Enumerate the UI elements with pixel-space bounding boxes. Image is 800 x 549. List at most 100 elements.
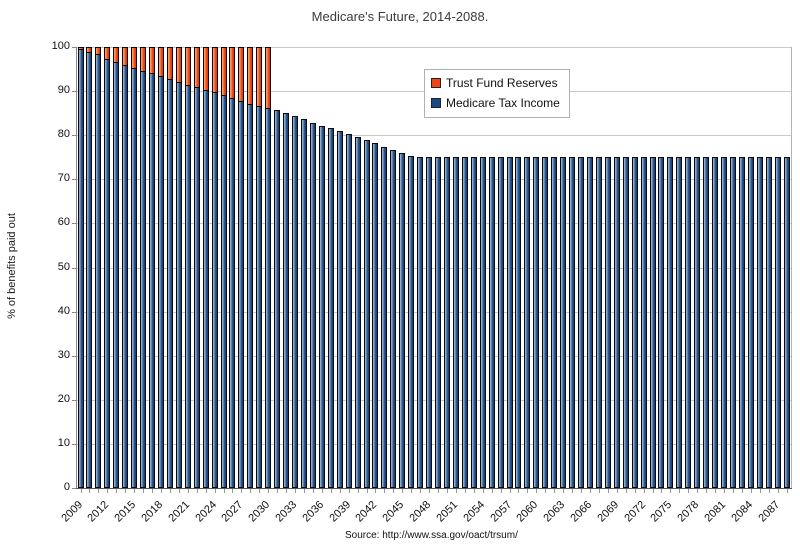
bar-segment-trust-fund-reserves: [211, 47, 218, 94]
bar-2060: [533, 157, 540, 488]
bar-2077: [685, 157, 692, 488]
bar-segment-trust-fund-reserves: [193, 47, 200, 88]
bar-segment-trust-fund-reserves: [86, 47, 93, 54]
bar-segment-medicare-tax-income: [497, 157, 504, 488]
bar-2074: [658, 157, 665, 488]
x-axis-tick: [348, 489, 350, 493]
bar-2024: [211, 47, 218, 488]
x-axis-tick: [438, 489, 439, 493]
x-axis-tick: [375, 489, 377, 493]
bar-segment-medicare-tax-income: [372, 143, 379, 488]
y-axis-line: [76, 47, 77, 489]
y-axis-tick: [72, 47, 76, 48]
bar-2069: [613, 157, 620, 488]
x-axis-tick: [786, 489, 788, 493]
x-axis-tick: [500, 489, 502, 493]
bar-2023: [202, 47, 209, 488]
bar-segment-medicare-tax-income: [479, 157, 486, 488]
x-axis-tick: [178, 489, 180, 493]
x-axis-tick: [536, 489, 538, 493]
bar-segment-medicare-tax-income: [211, 93, 218, 488]
bar-segment-medicare-tax-income: [658, 157, 665, 488]
bar-2057: [506, 157, 513, 488]
x-axis-tick: [205, 489, 207, 493]
bar-2013: [113, 47, 120, 488]
bar-2030: [265, 47, 272, 488]
x-axis-tick: [491, 489, 493, 493]
bar-2067: [595, 157, 602, 488]
bar-2037: [327, 128, 334, 488]
bar-segment-medicare-tax-income: [300, 119, 307, 488]
y-axis-tick: [72, 488, 76, 489]
x-axis-tick: [741, 489, 743, 493]
bar-segment-trust-fund-reserves: [238, 47, 245, 103]
x-axis-tick: [250, 489, 252, 493]
bar-segment-medicare-tax-income: [729, 157, 736, 488]
bar-segment-trust-fund-reserves: [149, 47, 155, 74]
bar-segment-medicare-tax-income: [390, 149, 397, 488]
legend-label: Medicare Tax Income: [446, 96, 560, 110]
x-axis-tick: [464, 489, 466, 493]
bar-2014: [122, 47, 129, 488]
x-axis-tick: [616, 489, 618, 493]
legend: Trust Fund Reserves Medicare Tax Income: [424, 69, 570, 118]
x-axis-tick: [759, 489, 761, 493]
x-axis-tick: [330, 489, 332, 493]
bar-segment-medicare-tax-income: [765, 157, 772, 488]
bar-2025: [220, 47, 227, 488]
x-axis-tick: [420, 489, 422, 493]
bar-2065: [578, 157, 584, 488]
bar-segment-medicare-tax-income: [113, 62, 120, 488]
x-axis-tick: [321, 489, 323, 493]
bar-2052: [461, 157, 468, 488]
bar-segment-medicare-tax-income: [202, 91, 209, 488]
x-axis-tick: [303, 489, 305, 493]
x-axis-tick: [607, 489, 609, 493]
bar-segment-trust-fund-reserves: [220, 47, 227, 96]
bar-segment-medicare-tax-income: [551, 157, 558, 488]
x-axis-tick: [232, 489, 234, 493]
bar-2072: [640, 157, 647, 488]
y-axis-tick: [72, 135, 76, 137]
bar-segment-medicare-tax-income: [533, 157, 540, 488]
x-axis-tick: [116, 489, 118, 493]
bar-segment-medicare-tax-income: [184, 85, 191, 488]
gridline: [76, 135, 791, 137]
bar-segment-medicare-tax-income: [140, 71, 147, 488]
bar-2049: [435, 157, 441, 488]
bar-segment-trust-fund-reserves: [140, 47, 147, 72]
bar-2086: [765, 157, 772, 488]
bar-segment-medicare-tax-income: [703, 157, 710, 488]
x-axis-tick: [107, 489, 109, 493]
x-axis-tick: [312, 489, 314, 493]
y-axis-title: % of benefits paid out: [6, 213, 18, 319]
bar-2056: [497, 157, 504, 488]
x-axis-tick: [643, 489, 645, 493]
bar-segment-medicare-tax-income: [595, 157, 602, 488]
x-axis-tick: [661, 489, 663, 493]
bar-2040: [354, 136, 361, 488]
bar-segment-medicare-tax-income: [461, 157, 468, 488]
plot-area: [76, 47, 792, 488]
x-axis-tick: [697, 489, 699, 493]
bar-segment-medicare-tax-income: [613, 157, 620, 488]
bar-2050: [443, 157, 450, 488]
bar-2044: [390, 149, 397, 488]
bar-segment-trust-fund-reserves: [229, 47, 236, 100]
x-axis-tick: [554, 489, 556, 493]
bar-segment-medicare-tax-income: [578, 157, 584, 488]
x-axis-tick: [143, 489, 145, 493]
bar-2063: [560, 157, 567, 488]
bar-segment-medicare-tax-income: [131, 69, 138, 488]
x-axis-tick: [455, 489, 457, 493]
y-tick-label: 100: [51, 40, 70, 52]
x-axis-tick: [679, 489, 681, 493]
bar-segment-trust-fund-reserves: [202, 47, 209, 92]
bar-2038: [336, 130, 343, 488]
x-axis-tick: [402, 489, 404, 493]
bar-segment-medicare-tax-income: [667, 157, 674, 488]
x-axis-tick: [339, 489, 341, 493]
x-axis-tick: [527, 489, 529, 493]
bar-2061: [542, 157, 549, 488]
